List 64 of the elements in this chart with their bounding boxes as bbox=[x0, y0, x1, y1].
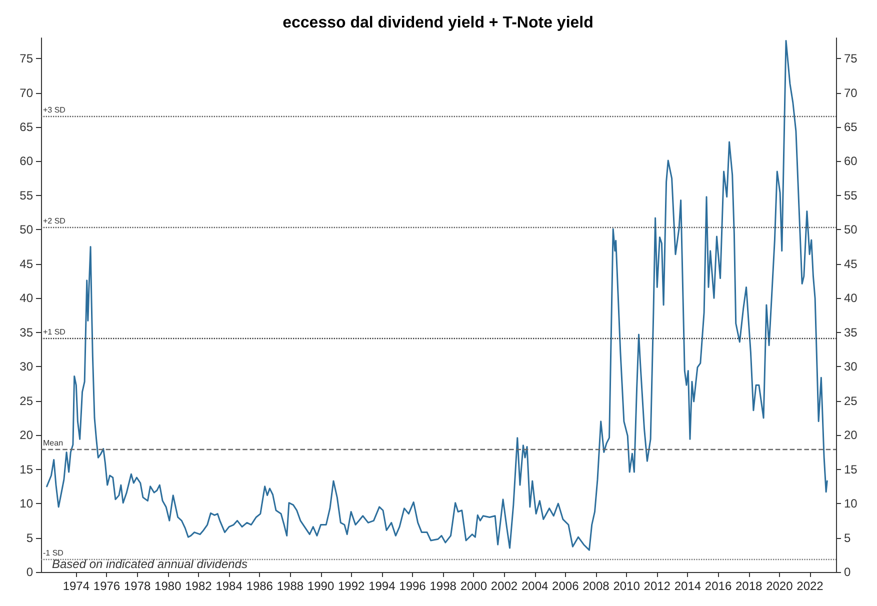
y2-tick-label: 70 bbox=[844, 86, 858, 100]
x-tick-label: 2016 bbox=[704, 579, 732, 593]
x-tick-label: 1986 bbox=[246, 579, 274, 593]
y2-tick-label: 5 bbox=[844, 530, 851, 545]
x-tick-label: 1980 bbox=[154, 579, 182, 593]
y2-tick-label: 45 bbox=[844, 256, 858, 271]
y-tick-label: 40 bbox=[20, 291, 34, 306]
y-tick-label: 20 bbox=[20, 428, 34, 442]
x-tick-label: 1982 bbox=[185, 579, 212, 593]
x-tick-label: 1976 bbox=[93, 579, 120, 593]
y-tick-label: 70 bbox=[20, 86, 34, 100]
ref-line-label: +3 SD bbox=[43, 106, 66, 115]
x-tick-label: 2022 bbox=[796, 579, 824, 593]
x-tick-label: 2000 bbox=[460, 579, 488, 593]
x-tick-label: 1996 bbox=[399, 579, 426, 593]
x-tick-label: 1990 bbox=[307, 579, 334, 593]
y2-tick-label: 15 bbox=[844, 462, 858, 476]
x-tick-label: 2014 bbox=[674, 579, 702, 593]
y2-tick-label: 35 bbox=[844, 325, 858, 340]
x-tick-label: 1994 bbox=[368, 579, 396, 593]
x-tick-label: 1974 bbox=[62, 579, 90, 593]
y2-tick-label: 65 bbox=[844, 120, 858, 134]
x-tick-label: 1998 bbox=[430, 579, 457, 593]
x-tick-label: 2004 bbox=[521, 579, 548, 593]
y-tick-label: 5 bbox=[26, 530, 34, 545]
y2-tick-label: 75 bbox=[844, 52, 858, 66]
y-tick-label: 0 bbox=[26, 565, 34, 579]
x-tick-label: 2020 bbox=[766, 579, 794, 593]
y-tick-label: 30 bbox=[20, 360, 34, 374]
x-tick-label: 1984 bbox=[216, 579, 243, 593]
y-tick-label: 15 bbox=[20, 462, 34, 476]
y2-tick-label: 50 bbox=[844, 222, 858, 237]
x-tick-label: 1988 bbox=[276, 579, 304, 593]
y2-tick-label: 60 bbox=[844, 154, 858, 168]
y2-tick-label: 40 bbox=[844, 291, 858, 306]
y2-tick-label: 0 bbox=[844, 565, 851, 579]
y2-tick-label: 10 bbox=[844, 496, 858, 511]
ref-line-label: Mean bbox=[43, 438, 64, 448]
ref-line-label: +2 SD bbox=[43, 216, 66, 226]
y-tick-label: 10 bbox=[20, 496, 34, 511]
x-tick-label: 2010 bbox=[613, 579, 640, 593]
x-tick-label: 1978 bbox=[124, 579, 151, 593]
y-tick-label: 55 bbox=[20, 188, 34, 202]
x-tick-label: 2002 bbox=[490, 579, 518, 593]
ref-line-label: -1 SD bbox=[43, 548, 64, 558]
y-tick-label: 75 bbox=[20, 52, 34, 66]
y-tick-label: 45 bbox=[20, 256, 34, 271]
x-tick-label: 2018 bbox=[736, 579, 763, 593]
x-tick-label: 2012 bbox=[644, 579, 671, 593]
y-tick-label: 35 bbox=[20, 325, 34, 340]
y2-tick-label: 25 bbox=[844, 394, 858, 408]
chart-title: eccesso dal dividend yield + T-Note yield bbox=[282, 14, 594, 32]
y2-tick-label: 20 bbox=[844, 428, 858, 442]
y-tick-label: 60 bbox=[20, 154, 34, 168]
ref-line-label: +1 SD bbox=[43, 327, 66, 336]
y2-tick-label: 30 bbox=[844, 360, 858, 374]
y-tick-label: 65 bbox=[20, 120, 34, 134]
x-tick-label: 2008 bbox=[582, 579, 610, 593]
x-tick-label: 1992 bbox=[338, 579, 366, 593]
y-tick-label: 50 bbox=[20, 222, 34, 237]
y2-tick-label: 55 bbox=[844, 188, 858, 202]
annotation: Based on indicated annual dividends bbox=[52, 557, 248, 571]
y-tick-label: 25 bbox=[20, 394, 34, 408]
x-tick-label: 2006 bbox=[552, 579, 580, 593]
